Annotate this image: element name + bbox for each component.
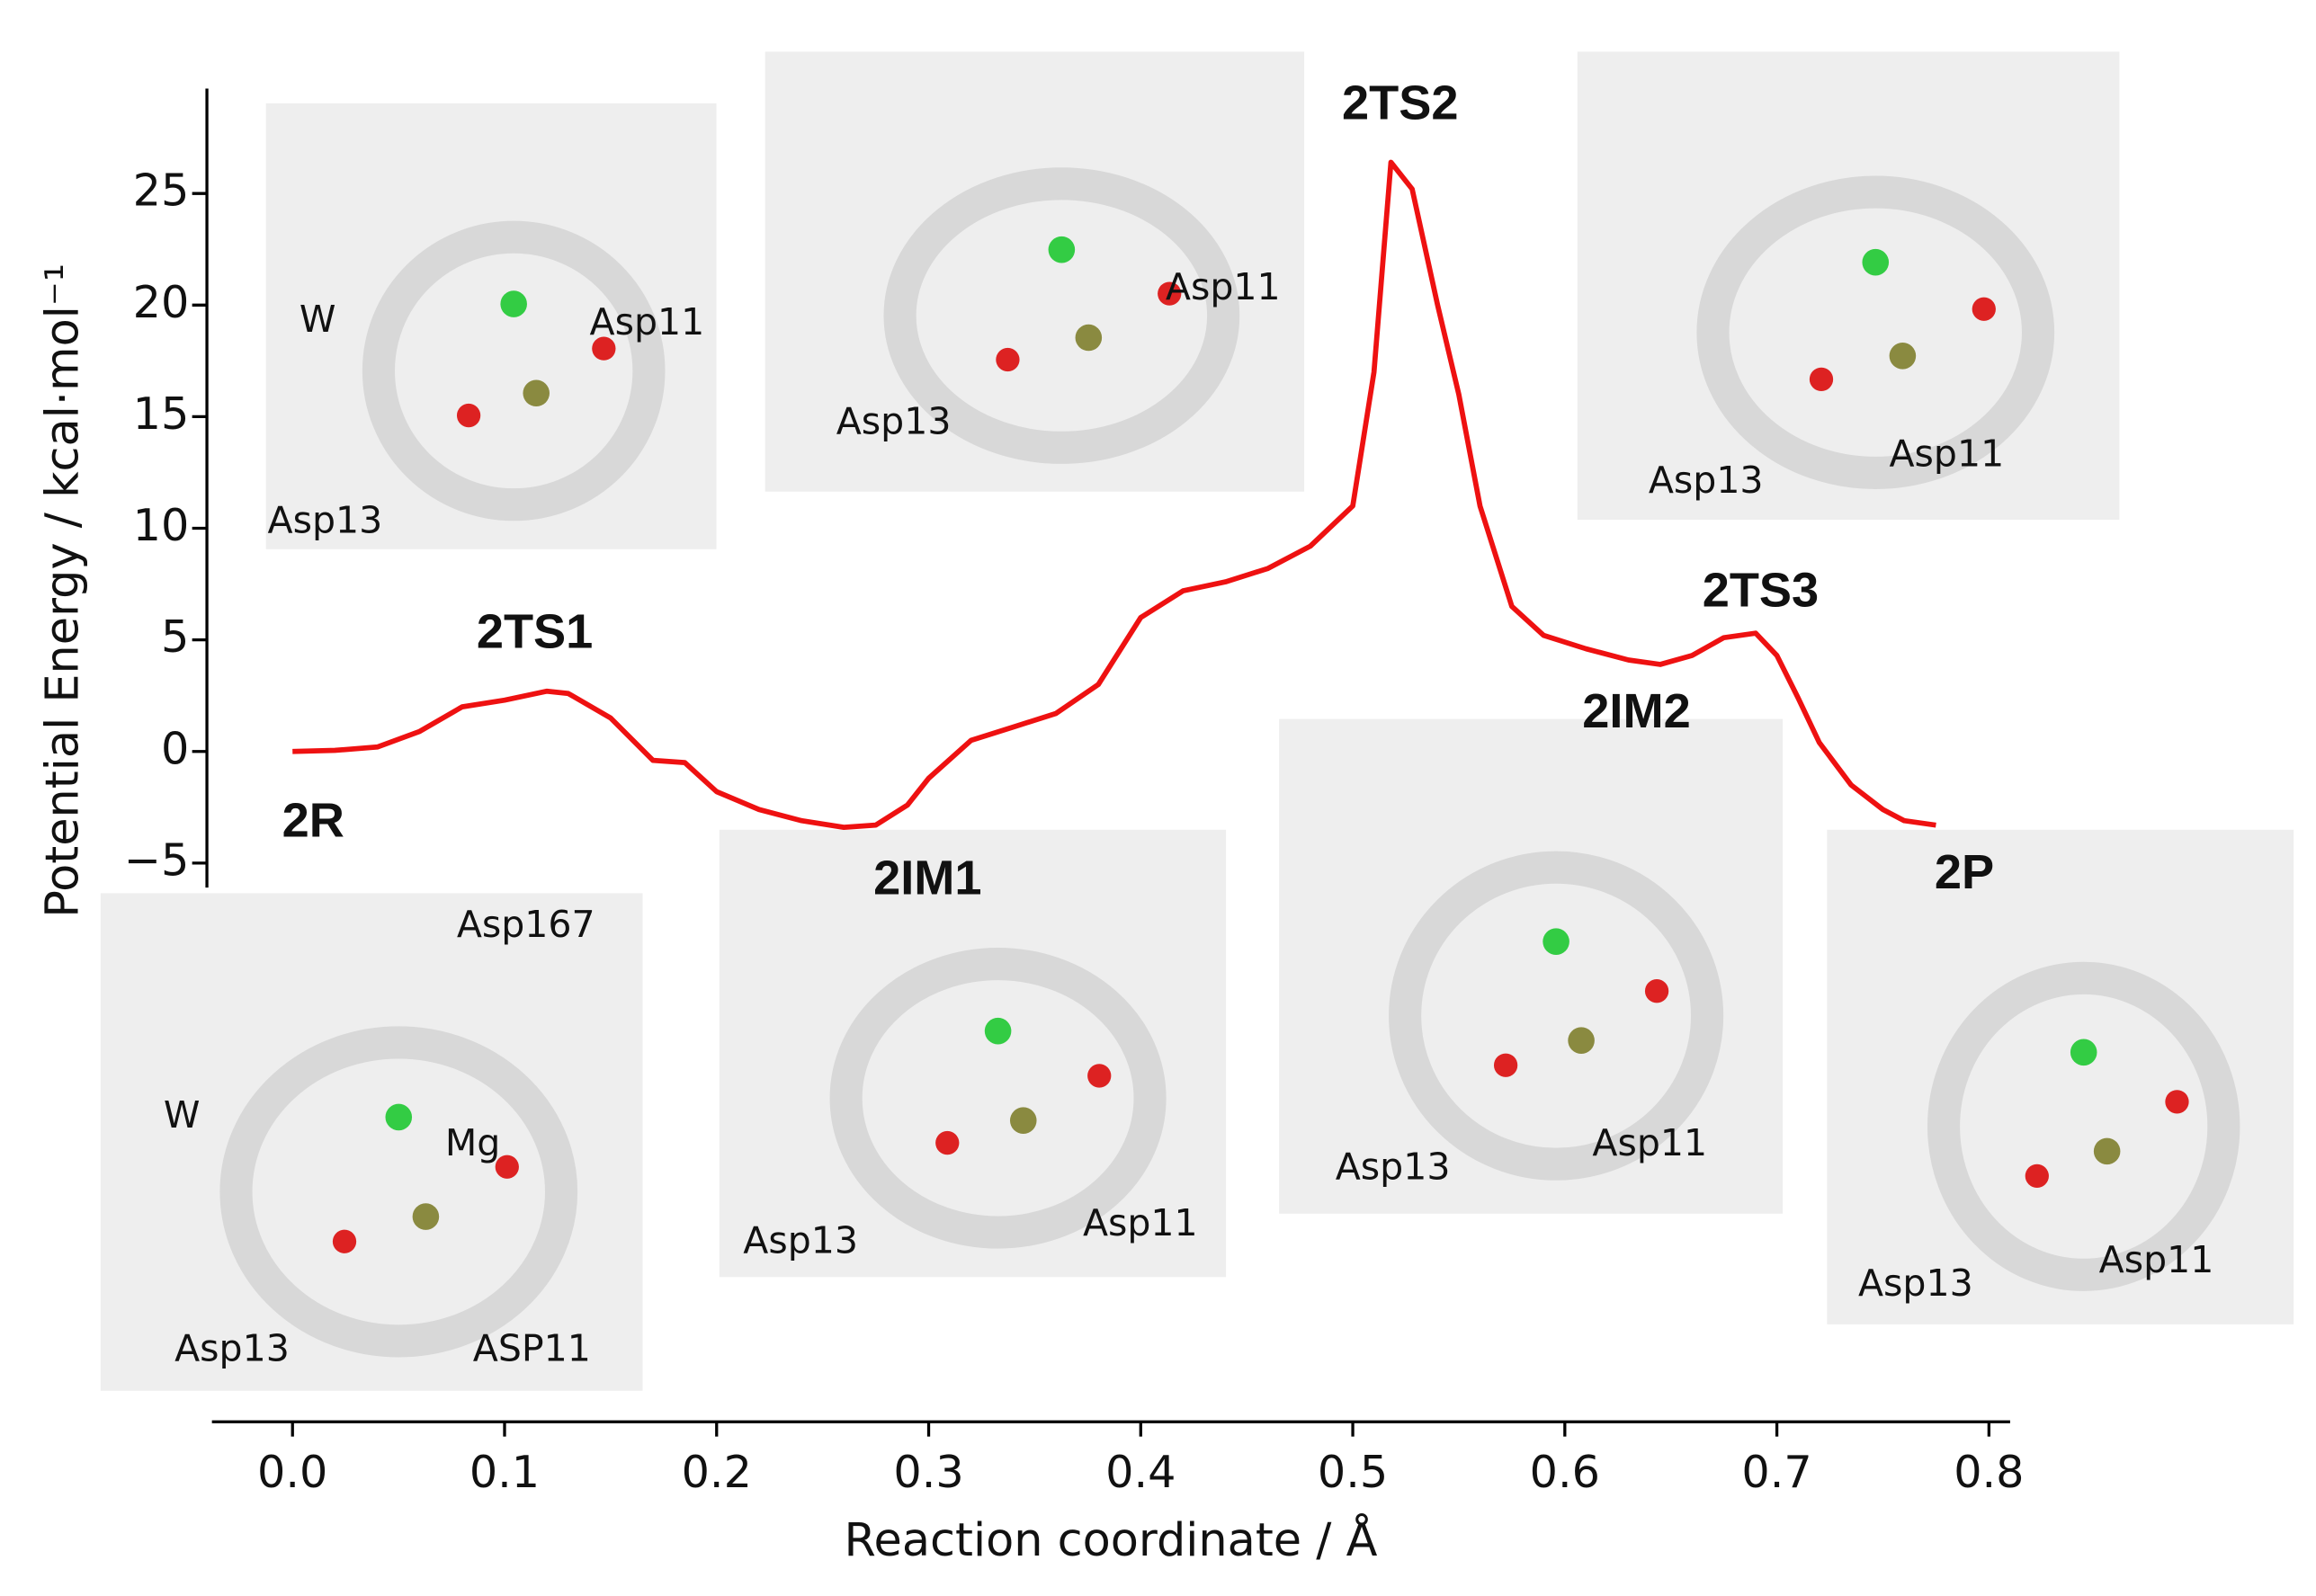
residue-label: W [300, 298, 336, 341]
residue-label: Asp13 [1649, 459, 1764, 502]
inset-helix [362, 220, 666, 522]
inset-o [1087, 1064, 1112, 1088]
inset: Asp13 Asp11 [719, 829, 1227, 1278]
y-tick-label: 5 [161, 611, 189, 663]
residue-label: Asp13 [836, 399, 952, 442]
residue-label: Asp11 [1166, 265, 1281, 308]
residue-label: Asp13 [268, 498, 383, 541]
inset-p [1009, 1107, 1037, 1134]
inset-o [996, 347, 1020, 372]
state-label: 2TS3 [1703, 563, 1819, 617]
inset-p [523, 379, 550, 407]
x-tick-label: 0.2 [682, 1446, 752, 1498]
inset-o [935, 1130, 960, 1155]
residue-label: W [164, 1093, 201, 1137]
y-tick-label: 15 [133, 388, 190, 440]
residue-label: ASP11 [473, 1326, 591, 1369]
residue-label: Asp11 [2099, 1238, 2214, 1281]
inset-helix [1696, 175, 2055, 489]
inset-mg [2070, 1039, 2097, 1066]
inset: Asp13 Asp11 [1577, 51, 2120, 520]
state-label: 2R [282, 794, 344, 848]
x-tick-label: 0.8 [1954, 1446, 2024, 1498]
x-tick-label: 0.6 [1530, 1446, 1600, 1498]
inset-mg [385, 1103, 413, 1131]
inset-helix [1389, 851, 1724, 1181]
residue-label: Asp13 [174, 1326, 290, 1369]
x-tick-label: 0.3 [893, 1446, 963, 1498]
inset-helix [1927, 961, 2240, 1291]
state-label: 2IM1 [873, 851, 981, 905]
inset: Asp13 Asp11 [1279, 718, 1784, 1214]
inset-o [456, 403, 481, 428]
inset-mg [1543, 928, 1569, 955]
inset-o [495, 1155, 519, 1179]
inset-o [1809, 367, 1834, 391]
residue-label: Asp13 [1858, 1262, 1973, 1305]
y-tick-label: −5 [124, 834, 190, 886]
inset-mg [1862, 248, 1890, 276]
y-axis-label: Potential Energy / kcal·mol⁻¹ [36, 263, 89, 918]
inset-mg [1048, 236, 1076, 263]
y-tick-label: 20 [133, 276, 190, 328]
inset-helix [829, 947, 1167, 1249]
inset: Asp167 W Mg Asp13 ASP11 [100, 893, 643, 1391]
residue-label: Asp13 [1336, 1145, 1451, 1188]
inset-p [1075, 324, 1103, 352]
state-label: 2TS2 [1342, 76, 1458, 130]
inset-o [1158, 281, 1182, 306]
x-axis-label: Reaction coordinate / Å [844, 1511, 1377, 1567]
inset-mg [984, 1017, 1012, 1045]
inset-o [2025, 1164, 2049, 1188]
residue-label: Asp11 [590, 300, 705, 343]
state-label: 2IM2 [1582, 684, 1690, 738]
x-tick-label: 0.0 [257, 1446, 327, 1498]
residue-label: Asp11 [1592, 1121, 1707, 1164]
inset-helix [883, 167, 1240, 464]
inset-helix [219, 1026, 578, 1358]
inset-o [1493, 1053, 1518, 1077]
inset-p [2093, 1137, 2121, 1165]
inset: Asp11 Asp13 [765, 51, 1305, 492]
inset-o [592, 336, 616, 361]
y-tick-label: 25 [133, 165, 190, 217]
inset-o [2165, 1090, 2189, 1114]
x-tick-label: 0.7 [1741, 1446, 1811, 1498]
state-label: 2P [1935, 845, 1994, 899]
inset-mg [500, 290, 527, 317]
state-label: 2TS1 [477, 604, 593, 658]
inset-p [412, 1203, 440, 1230]
inset-p [1889, 343, 1917, 370]
energy-curve [292, 159, 1936, 831]
inset: W Asp11 Asp13 [265, 103, 717, 549]
y-tick-label: 10 [133, 499, 190, 551]
inset: Asp13 Asp11 [1827, 829, 2294, 1324]
residue-label: Asp167 [457, 903, 595, 946]
residue-label: Asp11 [1083, 1201, 1198, 1244]
residue-label: Asp11 [1889, 432, 2004, 475]
x-tick-label: 0.5 [1318, 1446, 1388, 1498]
x-tick-label: 0.4 [1105, 1446, 1176, 1498]
inset-o [332, 1229, 357, 1253]
inset-p [1568, 1027, 1595, 1054]
inset-o [1644, 979, 1669, 1003]
inset-o [1972, 297, 1996, 321]
residue-label: Mg [445, 1121, 500, 1164]
residue-label: Asp13 [743, 1219, 858, 1262]
x-tick-label: 0.1 [469, 1446, 540, 1498]
y-tick-label: 0 [161, 722, 189, 774]
